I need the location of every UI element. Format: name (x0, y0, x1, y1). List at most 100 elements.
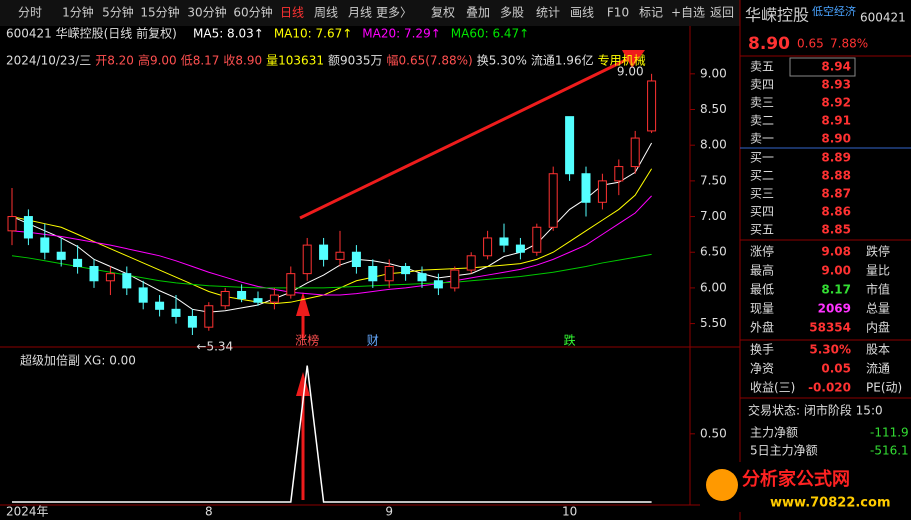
toolbar-item[interactable]: +自选 (671, 6, 705, 20)
row-value: 8.93 (821, 78, 851, 92)
indicator-title: 超级加倍副 XG: 0.00 (20, 353, 136, 368)
candle-body (269, 294, 279, 303)
quote-field: 量103631 (266, 54, 324, 68)
candle-body (122, 273, 132, 289)
row-label: 净资 (750, 362, 774, 376)
x-tick-label: 2024年 (6, 505, 49, 519)
row-label: 现量 (750, 302, 774, 316)
row-label: 外盘 (750, 320, 774, 335)
candle-body (335, 251, 345, 260)
toolbar-item[interactable]: 60分钟 (233, 5, 272, 20)
row-label: 内盘 (866, 320, 890, 335)
toolbar-item[interactable]: 周线 (314, 6, 338, 20)
y-tick-label: 8.50 (700, 102, 727, 116)
toolbar-item[interactable]: 统计 (536, 6, 560, 20)
change-pct: 7.88% (830, 37, 868, 51)
toolbar-item[interactable]: 15分钟 (140, 5, 179, 20)
row-label: 换手 (750, 343, 774, 357)
row-value: 8.89 (821, 151, 851, 165)
candle-body (237, 290, 247, 300)
row-value: 8.85 (821, 223, 851, 237)
candle-body (204, 305, 214, 328)
toolbar-item[interactable]: 更多〉 (376, 6, 412, 20)
y-tick-label: 0.50 (700, 426, 727, 440)
row-label: 股本 (866, 343, 890, 357)
row-value: 9.00 (821, 264, 851, 278)
candle-body (384, 266, 394, 282)
y-tick-label: 6.50 (700, 245, 727, 259)
candle-body (647, 80, 657, 132)
x-tick-label: 10 (562, 505, 577, 519)
candle-body (368, 266, 378, 282)
row-label: 收益(三) (750, 381, 795, 395)
candle-body (220, 290, 230, 307)
row-value: 5.30% (809, 343, 851, 357)
ask-box (789, 57, 856, 77)
row-value: 8.90 (821, 132, 851, 146)
toolbar-item[interactable]: 1分钟 (62, 5, 94, 20)
candle-body (450, 269, 460, 289)
quote-field: 幅0.65(7.88%) (387, 53, 473, 68)
trend-arrowhead (622, 50, 645, 68)
row-value: 8.17 (821, 283, 851, 297)
x-tick-label: 8 (205, 505, 213, 519)
candle-body (433, 280, 443, 289)
candle-body (548, 173, 558, 228)
row-label: 买一 (750, 151, 774, 165)
y-tick-label: 7.00 (700, 209, 727, 223)
candle-body (614, 166, 624, 182)
up-arrow (296, 372, 310, 396)
candle-body (73, 258, 83, 268)
candle-body (319, 244, 329, 260)
row-value: 8.86 (821, 205, 851, 219)
candle-body (286, 273, 296, 296)
toolbar-item[interactable]: 叠加 (466, 6, 490, 20)
quote-field: 低8.17 (181, 54, 220, 68)
candle-body (302, 244, 312, 275)
toolbar-item[interactable]: 标记 (639, 6, 663, 20)
candle-body (351, 251, 361, 268)
trade-status: 交易状态: 闭市阶段 15:0 (748, 403, 883, 418)
toolbar-item[interactable]: 月线 (348, 6, 372, 20)
row-label: 买四 (750, 205, 774, 219)
stock-code: 600421 (860, 11, 906, 25)
toolbar-item[interactable]: 复权 (431, 6, 455, 20)
event-marker: 财 (367, 334, 379, 348)
candle-body (171, 308, 181, 317)
quote-field: 收8.90 (223, 54, 262, 68)
candle-body (417, 273, 427, 282)
ma-line (11, 168, 653, 305)
toolbar-item[interactable]: 画线 (570, 6, 594, 20)
toolbar-item[interactable]: 多股 (500, 6, 524, 20)
row-value: 58354 (809, 321, 851, 335)
toolbar-item[interactable]: 返回 (710, 6, 734, 20)
row-label: 最高 (750, 263, 774, 278)
row-value: 0.05 (821, 362, 851, 376)
last-price: 8.90 (748, 34, 790, 54)
row-label: 卖三 (750, 96, 774, 110)
toolbar-bg (0, 0, 740, 26)
row-label: 跌停 (866, 244, 890, 259)
candle-body (630, 137, 640, 168)
row-value: 8.91 (821, 114, 851, 128)
row-value: -0.020 (808, 381, 851, 395)
toolbar-item[interactable]: 日线 (280, 6, 304, 20)
toolbar-item[interactable]: F10 (607, 6, 629, 20)
watermark-url: www.70822.com (770, 496, 891, 511)
toolbar-item[interactable]: 分时 (18, 6, 42, 20)
toolbar-item[interactable]: 30分钟 (187, 5, 226, 20)
toolbar-item[interactable]: 5分钟 (102, 5, 134, 20)
candle-body (597, 180, 607, 203)
event-marker: 涨榜 (295, 333, 319, 348)
candle-body (155, 301, 165, 310)
row-label: 买三 (750, 187, 774, 201)
concept-tag: 低空经济 (812, 4, 856, 18)
row-value: 2069 (818, 302, 851, 316)
y-tick-label: 9.00 (700, 66, 727, 80)
change: 0.65 (797, 37, 824, 51)
quote-field: 流通1.96亿 (531, 53, 594, 68)
event-marker: 跌 (564, 333, 576, 348)
row-label: 最低 (750, 283, 774, 297)
x-tick-label: 9 (385, 505, 393, 519)
flow-label: 5日主力净额 (750, 444, 818, 458)
